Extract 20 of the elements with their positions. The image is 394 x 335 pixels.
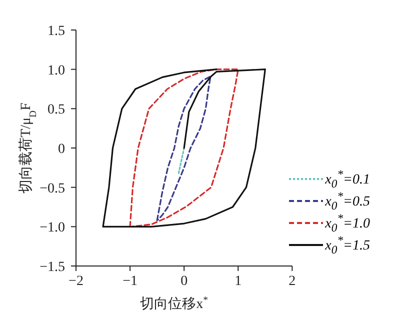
legend-label: x$_{0}$$^{*}$=1.5 bbox=[325, 234, 370, 256]
y-tick-label: 1.0 bbox=[48, 63, 65, 78]
legend-label: x$_{0}$$^{*}$=0.5 bbox=[325, 190, 370, 212]
x-tick-label: 0 bbox=[180, 274, 188, 289]
y-tick-label: 0 bbox=[58, 142, 65, 157]
legend-label: x$_{0}$$^{*}$=1.0 bbox=[325, 212, 370, 234]
y-tick-label: −1.5 bbox=[40, 260, 65, 275]
y-tick-label: 1.5 bbox=[48, 24, 65, 39]
x-tick-label: 1 bbox=[234, 274, 242, 289]
x-tick-label: −2 bbox=[68, 274, 84, 289]
line-series bbox=[102, 68, 266, 228]
x-tick-label: −1 bbox=[122, 274, 138, 289]
x-axis-title: 切向位移x$^{*}$ bbox=[140, 294, 208, 312]
legend-label: x$_{0}$$^{*}$=0.1 bbox=[325, 168, 370, 190]
line-series bbox=[156, 76, 212, 222]
y-tick-label: −0.5 bbox=[40, 181, 65, 196]
y-tick-label: 0.5 bbox=[48, 102, 65, 118]
x-tick-label: 2 bbox=[288, 274, 296, 289]
y-tick-label: −1.0 bbox=[40, 220, 65, 236]
line-series bbox=[129, 68, 239, 228]
